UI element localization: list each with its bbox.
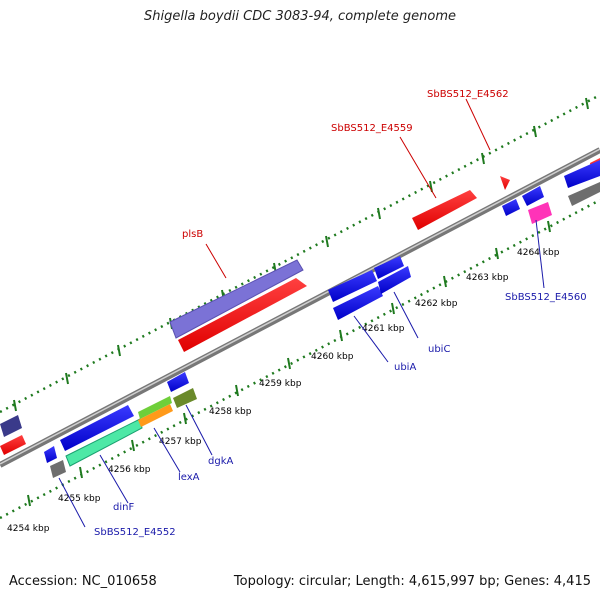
tick-label: 4263 kbp [466,273,509,283]
tick-label: 4264 kbp [517,248,560,258]
gene-long-blue-1 [60,405,134,451]
lexA-gene [138,404,173,427]
gene-sbbs512-e4562-block [500,176,510,190]
gene-label-lexA: lexA [178,472,200,483]
tick-label: 4256 kbp [108,465,151,475]
gene-sbbs512-e4552-block [50,460,66,478]
plsB-gene [178,278,307,352]
tick-label: 4258 kbp [209,407,252,417]
lower-major-ticks [27,220,551,507]
gene-right-blue-partial [564,160,600,188]
tick-label: 4255 kbp [58,494,101,504]
ubiA-gene-2 [328,270,377,302]
gene-small-green [138,396,172,419]
gene-sbbs512-e4559-block [412,190,477,230]
genome-backbone [0,147,600,468]
gene-label-dinF: dinF [113,502,134,513]
tick-label: 4254 kbp [7,524,50,534]
gene-label-sbbs512-e4559: SbBS512_E4559 [331,123,413,134]
gene-blue-3 [374,256,404,279]
gene-small-blue [44,446,57,463]
gene-blue-4 [502,199,520,216]
gene-right-grey-partial [568,182,600,206]
tick-label: 4261 kbp [362,324,405,334]
gene-label-ubiC: ubiC [428,344,450,355]
gene-label-plsB: plsB [182,229,203,240]
tick-label: 4257 kbp [159,437,202,447]
tick-label: 4262 kbp [415,299,458,309]
gene-label-sbbs512-e4552: SbBS512_E4552 [94,527,176,538]
dinF-gene [65,418,143,467]
topology-summary: Topology: circular; Length: 4,615,997 bp… [233,574,591,589]
upper-tick-track [0,93,600,414]
leader-lines [58,98,545,528]
lower-tick-track [0,198,600,520]
gene-label-sbbs512-e4560: SbBS512_E4560 [505,292,587,303]
tick-label: 4259 kbp [259,379,302,389]
ubiA-gene [333,286,383,320]
gene-small-blue-2 [167,372,189,392]
upper-left-gene-partial [0,415,26,455]
gene-label-sbbs512-e4562: SbBS512_E4562 [427,89,509,100]
upper-major-ticks [13,97,589,412]
plsB-rRNA-band [169,259,304,339]
map-title: Shigella boydii CDC 3083-94, complete ge… [143,9,457,24]
gene-label-ubiA: ubiA [394,362,416,373]
gene-label-dgkA: dgkA [208,456,233,467]
tick-label: 4260 kbp [311,352,354,362]
gene-sbbs512-e4560-block [528,202,552,224]
gene-blue-5 [522,186,544,206]
ubiC-gene [378,266,411,294]
accession-label: Accession: NC_010658 [9,574,157,589]
dgkA-gene [173,388,197,408]
